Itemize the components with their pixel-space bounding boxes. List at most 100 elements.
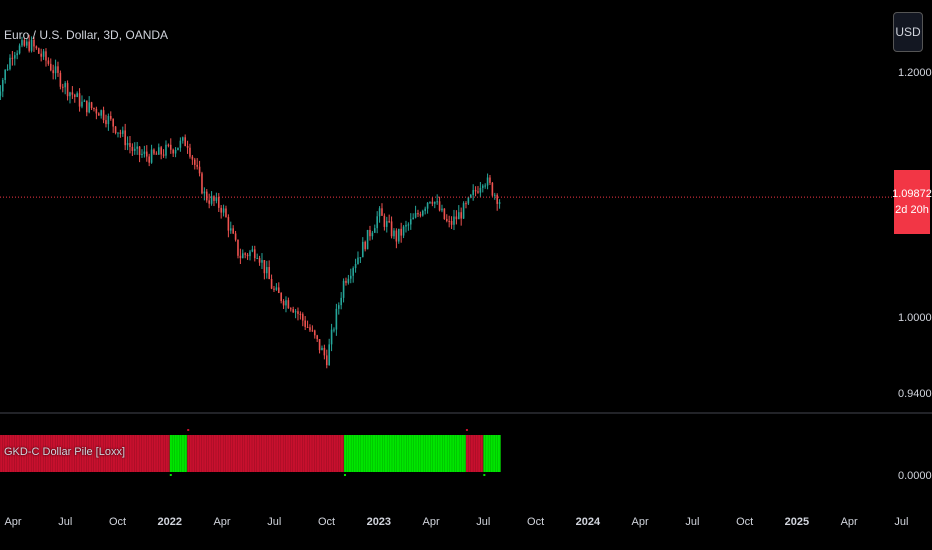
candle-body: [405, 224, 407, 227]
candle-body: [448, 220, 450, 222]
x-tick-label: Apr: [4, 516, 22, 528]
candle-body: [150, 149, 153, 163]
candle-body: [40, 53, 42, 57]
x-tick-label: Oct: [108, 516, 127, 528]
candle-body: [88, 102, 90, 113]
candle-body: [294, 311, 297, 313]
candle-body: [0, 91, 2, 96]
candle-body: [162, 154, 165, 156]
indicator-segment-bear: [465, 435, 484, 472]
x-tick-label: Jul: [267, 516, 282, 528]
candle-body: [186, 146, 189, 148]
x-tick-label: Oct: [527, 516, 545, 528]
candle-body: [97, 113, 100, 116]
currency-button[interactable]: USD: [893, 12, 923, 52]
candle-body: [239, 255, 242, 259]
candle-body: [249, 251, 251, 257]
bear-signal-marker: [187, 429, 190, 431]
candle-body: [54, 66, 57, 74]
candle-body: [474, 190, 477, 192]
candle-body: [23, 40, 26, 46]
candle-body: [138, 146, 141, 156]
candle-body: [388, 221, 390, 223]
candle-body: [126, 143, 129, 146]
current-price-tag: 1.09872 2d 20h: [892, 170, 932, 234]
indicator-bars-layer: [0, 435, 501, 472]
indicator-label[interactable]: GKD-C Dollar Pile [Loxx]: [4, 446, 126, 458]
candle-body: [318, 339, 321, 351]
candle-body: [205, 191, 208, 201]
candle-body: [426, 202, 429, 209]
candle-body: [155, 153, 158, 155]
candle-body: [220, 207, 222, 213]
candle-body: [69, 92, 71, 97]
candle-body: [352, 268, 354, 276]
candle-body: [489, 177, 491, 183]
candle-body: [323, 347, 326, 356]
candle-body: [366, 229, 369, 250]
candle-body: [395, 230, 398, 242]
candle-body: [145, 151, 148, 157]
candle-body: [203, 191, 206, 194]
candle-body: [340, 297, 342, 306]
candle-body: [397, 228, 400, 242]
candle-body: [328, 344, 330, 366]
candle-body: [237, 239, 239, 256]
candle-body: [129, 143, 131, 147]
candle-body: [297, 311, 299, 314]
candle-body: [357, 257, 359, 265]
symbol-title[interactable]: Euro / U.S. Dollar, 3D, OANDA: [4, 28, 169, 42]
candle-body: [66, 83, 69, 97]
candle-body: [47, 60, 50, 64]
candle-body: [419, 214, 422, 216]
candle-body: [337, 305, 340, 309]
candle-body: [361, 241, 364, 258]
candle-body: [71, 92, 74, 95]
candle-body: [491, 182, 494, 196]
candle-body: [143, 151, 146, 154]
candle-body: [244, 253, 246, 255]
candle-body: [436, 201, 438, 203]
candle-body: [299, 313, 302, 315]
x-tick-label: Apr: [840, 516, 858, 528]
candle-body: [13, 55, 16, 59]
candle-body: [349, 275, 352, 279]
y-tick-label: 1.20000: [898, 67, 932, 79]
candle-body: [462, 203, 465, 219]
candle-body: [383, 215, 386, 227]
candle-body: [309, 327, 311, 331]
candle-body: [191, 156, 194, 160]
candle-body: [498, 202, 501, 204]
candle-body: [345, 280, 347, 283]
candle-body: [277, 287, 280, 293]
x-tick-label: 2022: [157, 516, 183, 528]
candle-body: [258, 258, 261, 263]
candle-body: [282, 301, 285, 306]
candle-body: [196, 164, 198, 167]
candle-body: [378, 208, 381, 217]
candle-body: [28, 41, 30, 51]
candle-body: [109, 116, 112, 119]
x-tick-label: Oct: [317, 516, 336, 528]
candle-body: [59, 72, 62, 87]
candle-body: [429, 201, 431, 203]
indicator-segment-bull: [343, 435, 466, 472]
candle-body: [184, 137, 186, 147]
candle-body: [37, 48, 40, 54]
candle-body: [246, 254, 249, 257]
candle-body: [472, 190, 474, 195]
x-tick-label: Apr: [422, 516, 440, 528]
candle-body: [313, 330, 316, 336]
candle-body: [414, 212, 417, 218]
candle-body: [229, 228, 232, 231]
candle-body: [35, 46, 38, 49]
candle-body: [213, 196, 215, 201]
candle-body: [119, 132, 122, 134]
candle-body: [105, 120, 107, 125]
candle-body: [45, 51, 47, 61]
candle-body: [100, 110, 102, 116]
candle-body: [117, 132, 119, 134]
candle-body: [93, 107, 95, 109]
candle-body: [333, 329, 335, 331]
